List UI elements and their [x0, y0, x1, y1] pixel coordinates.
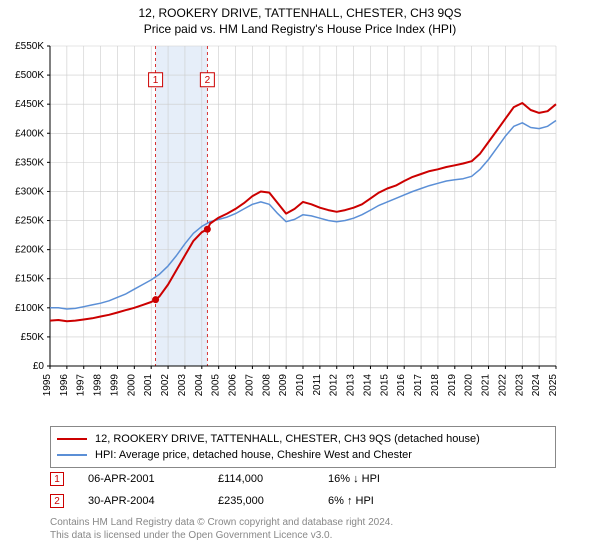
- svg-text:2023: 2023: [514, 374, 525, 397]
- legend-item: HPI: Average price, detached house, Ches…: [57, 447, 549, 463]
- svg-text:1998: 1998: [93, 374, 104, 397]
- sale-row: 1 06-APR-2001£114,00016% ↓ HPI: [50, 468, 448, 490]
- svg-text:2024: 2024: [531, 374, 542, 397]
- svg-text:1995: 1995: [42, 374, 53, 397]
- svg-text:£450K: £450K: [15, 99, 44, 110]
- svg-text:£400K: £400K: [15, 128, 44, 139]
- svg-text:£50K: £50K: [21, 332, 45, 343]
- svg-text:2021: 2021: [481, 374, 492, 397]
- svg-text:2: 2: [205, 75, 211, 86]
- svg-text:2013: 2013: [346, 374, 357, 397]
- svg-text:2009: 2009: [278, 374, 289, 397]
- svg-text:2007: 2007: [244, 374, 255, 397]
- svg-text:2011: 2011: [312, 374, 323, 396]
- legend-swatch: [57, 438, 87, 440]
- svg-text:1: 1: [153, 75, 159, 86]
- svg-text:2016: 2016: [396, 374, 407, 397]
- svg-text:£200K: £200K: [15, 245, 44, 256]
- sale-hpi-diff: 6% ↑ HPI: [328, 495, 448, 507]
- svg-text:1997: 1997: [76, 374, 87, 397]
- svg-text:£300K: £300K: [15, 186, 44, 197]
- sale-marker-icon: 1: [50, 472, 64, 486]
- price-chart: £0 £50K £100K £150K £200K £250K £300K £350K £400…: [0, 38, 600, 418]
- svg-text:£100K: £100K: [15, 303, 44, 314]
- sales-table: 1 06-APR-2001£114,00016% ↓ HPI 2 30-APR-200…: [50, 468, 448, 512]
- legend-label: 12, ROOKERY DRIVE, TATTENHALL, CHESTER, …: [95, 433, 480, 445]
- svg-text:2018: 2018: [430, 374, 441, 397]
- footnote: Contains HM Land Registry data © Crown c…: [50, 516, 393, 542]
- svg-text:2008: 2008: [261, 374, 272, 397]
- svg-text:2015: 2015: [379, 374, 390, 397]
- svg-text:2002: 2002: [160, 374, 171, 397]
- footnote-line2: This data is licensed under the Open Gov…: [50, 529, 393, 542]
- sale-row: 2 30-APR-2004£235,0006% ↑ HPI: [50, 490, 448, 512]
- svg-text:2001: 2001: [143, 374, 154, 397]
- svg-text:2019: 2019: [447, 374, 458, 397]
- svg-text:2012: 2012: [329, 374, 340, 397]
- sale-hpi-diff: 16% ↓ HPI: [328, 473, 448, 485]
- svg-text:2006: 2006: [228, 374, 239, 397]
- svg-text:£150K: £150K: [15, 274, 44, 285]
- svg-text:2022: 2022: [497, 374, 508, 397]
- sale-date: 06-APR-2001: [88, 473, 218, 485]
- title-subtitle: Price paid vs. HM Land Registry's House …: [0, 22, 600, 36]
- svg-text:2004: 2004: [194, 374, 205, 397]
- svg-text:1996: 1996: [59, 374, 70, 397]
- svg-text:2010: 2010: [295, 374, 306, 397]
- svg-text:2003: 2003: [177, 374, 188, 397]
- svg-text:2005: 2005: [211, 374, 222, 397]
- legend-label: HPI: Average price, detached house, Ches…: [95, 449, 412, 461]
- sale-date: 30-APR-2004: [88, 495, 218, 507]
- svg-text:£0: £0: [33, 361, 45, 372]
- svg-text:2020: 2020: [464, 374, 475, 397]
- sale-price: £235,000: [218, 495, 328, 507]
- svg-text:£250K: £250K: [15, 216, 44, 227]
- legend-item: 12, ROOKERY DRIVE, TATTENHALL, CHESTER, …: [57, 431, 549, 447]
- chart-svg: £0 £50K £100K £150K £200K £250K £300K £350K £400…: [0, 38, 600, 418]
- legend-swatch: [57, 454, 87, 456]
- sale-marker-icon: 2: [50, 494, 64, 508]
- svg-text:1999: 1999: [109, 374, 120, 397]
- svg-text:£500K: £500K: [15, 70, 44, 81]
- sale-price: £114,000: [218, 473, 328, 485]
- svg-text:£350K: £350K: [15, 157, 44, 168]
- svg-text:£550K: £550K: [15, 41, 44, 52]
- svg-text:2017: 2017: [413, 374, 424, 397]
- svg-text:2000: 2000: [126, 374, 137, 397]
- chart-title-block: 12, ROOKERY DRIVE, TATTENHALL, CHESTER, …: [0, 0, 600, 36]
- svg-text:2025: 2025: [548, 374, 559, 397]
- legend: 12, ROOKERY DRIVE, TATTENHALL, CHESTER, …: [50, 426, 556, 468]
- svg-text:2014: 2014: [362, 374, 373, 397]
- title-address: 12, ROOKERY DRIVE, TATTENHALL, CHESTER, …: [0, 6, 600, 20]
- footnote-line1: Contains HM Land Registry data © Crown c…: [50, 516, 393, 529]
